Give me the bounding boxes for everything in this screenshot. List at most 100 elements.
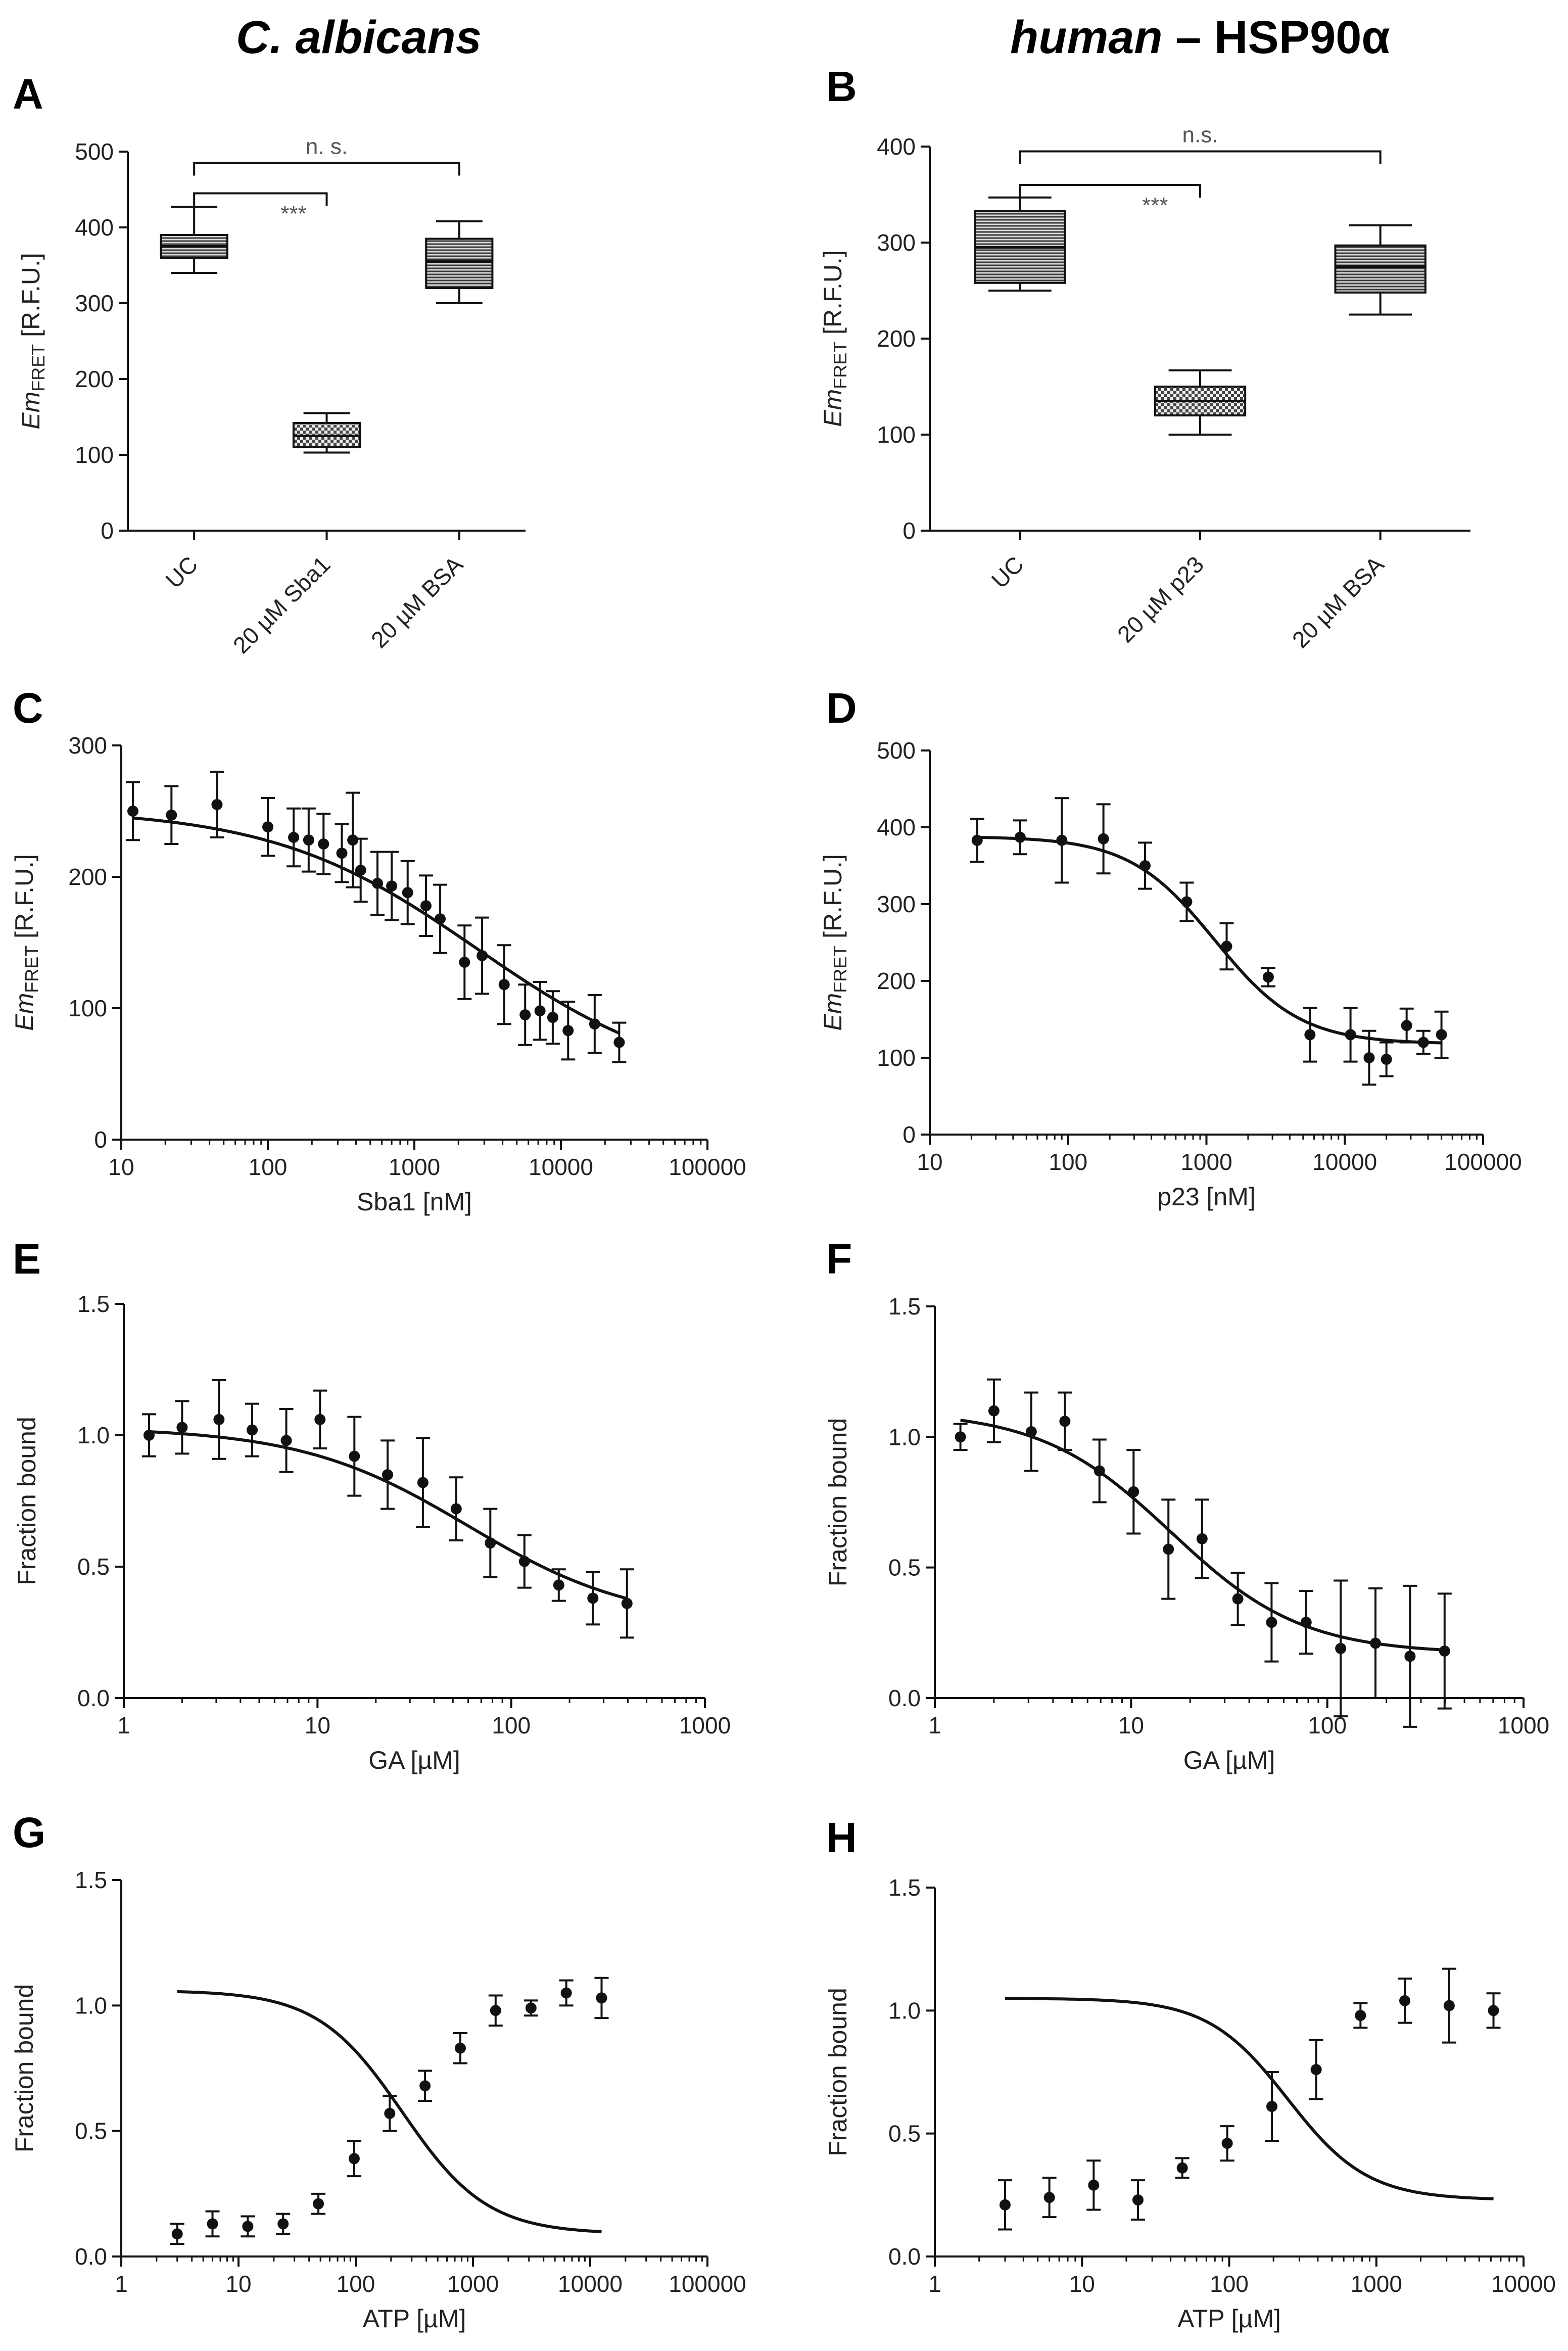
panel-c-ytick-label-1: 100: [68, 995, 107, 1021]
panel-d-ylabel: EmFRET [R.F.U.]: [819, 854, 850, 1031]
panel-c-point-4: [287, 807, 301, 868]
panel-f-xtick-label-0: 1: [928, 1712, 941, 1738]
panel-g: G 0.0 0.5 1.0 1.5 Fraction bound 1 10 100 1000 100…: [10, 1809, 746, 2333]
panel-a-bracket-label-1: ***: [280, 202, 306, 226]
panel-f-point-13-marker: [1404, 1651, 1416, 1662]
panel-b-box-2-body: [1334, 244, 1427, 294]
panel-a-ylabel-main: Em: [17, 392, 45, 430]
panel-c-point-3: [261, 797, 275, 857]
panel-d-point-4-marker: [1139, 860, 1151, 871]
panel-c-point-18: [518, 983, 533, 1046]
panel-g-ytick-label-3: 1.5: [75, 1867, 107, 1893]
column-title-left: C. albicans: [236, 12, 482, 63]
column-title-right: human – HSP90α: [1010, 12, 1390, 63]
panel-c-ylabel-rest: [R.F.U.]: [10, 854, 38, 946]
panel-h-ytick-label-2: 1.0: [888, 1997, 921, 2024]
panel-c-point-23: [612, 1021, 627, 1063]
column-title-right-italic: human: [1010, 12, 1163, 63]
panel-c-xtick-label-1: 100: [249, 1154, 288, 1180]
panel-f-point-14: [1437, 1592, 1452, 1710]
panel-c-point-15: [457, 924, 472, 1000]
panel-d-ytick-label-1: 100: [877, 1045, 916, 1071]
panel-h-point-0-marker: [999, 2199, 1011, 2211]
panel-f-ytick-label-3: 1.5: [888, 1293, 921, 1320]
panel-g-point-8: [453, 2032, 467, 2064]
panel-c-point-2-marker: [211, 799, 223, 810]
panel-g-point-0: [170, 2223, 184, 2245]
panel-d-point-14: [1434, 1010, 1449, 1059]
panel-c-point-15-marker: [459, 957, 470, 968]
panel-a-box-0: [160, 206, 228, 274]
panel-b: B 0 100 200 300 400 EmFRET [R.F.U.] UC 20 µM p23…: [819, 63, 1470, 653]
panel-d-ytick-label-0: 0: [902, 1121, 916, 1148]
panel-e-point-4: [279, 1408, 294, 1473]
panel-d-fit-curve: [977, 835, 1442, 1045]
panel-e-point-11-marker: [518, 1556, 530, 1567]
panel-b-ylabel-sub: FRET: [830, 342, 850, 389]
panel-c-xtick-label-0: 10: [108, 1154, 134, 1180]
panel-c-point-13: [418, 874, 433, 937]
panel-f-xlabel: GA [µM]: [1183, 1746, 1275, 1774]
panel-c-point-11: [385, 851, 399, 921]
panel-e-point-6: [347, 1416, 362, 1497]
panel-f-ytick-label-1: 0.5: [888, 1555, 921, 1581]
panel-e-point-14: [620, 1568, 634, 1639]
panel-d-xtick-label-3: 10000: [1312, 1149, 1377, 1175]
panel-e-point-12: [551, 1568, 566, 1602]
panel-d-letter: D: [826, 684, 857, 732]
panel-c-point-13-marker: [420, 900, 432, 912]
panel-c-point-3-marker: [262, 821, 273, 833]
panel-d-xtick-label-1: 100: [1049, 1149, 1087, 1175]
panel-h-point-7-marker: [1310, 2064, 1322, 2076]
panel-c-point-16: [475, 916, 490, 995]
panel-g-point-9-marker: [490, 2005, 501, 2016]
panel-f-point-9-marker: [1266, 1617, 1277, 1628]
panel-c-ytick-label-0: 0: [94, 1126, 107, 1153]
panel-c-point-5: [301, 807, 316, 873]
panel-e-point-14-marker: [621, 1597, 633, 1609]
panel-h-xtick-label-1: 10: [1069, 2271, 1095, 2297]
panel-f-point-13: [1403, 1584, 1417, 1728]
panel-h-xtick-label-2: 100: [1210, 2271, 1249, 2297]
panel-g-point-12: [594, 1977, 609, 2019]
panel-b-box-1: [1154, 369, 1247, 436]
panel-e-ytick-label-2: 1.0: [77, 1422, 110, 1448]
panel-d-point-6: [1219, 922, 1234, 971]
panel-d-point-14-marker: [1436, 1029, 1447, 1041]
panel-e-ylabel: Fraction bound: [13, 1417, 41, 1585]
panel-f-point-4: [1092, 1438, 1107, 1503]
panel-a-xtick-label-2: 20 µM BSA: [366, 551, 468, 653]
panel-e-point-10-marker: [485, 1537, 496, 1549]
panel-f-point-8-marker: [1232, 1593, 1244, 1605]
panel-e-xtick-label-0: 1: [117, 1712, 130, 1738]
panel-c-point-10-marker: [371, 878, 383, 889]
panel-c-point-16-marker: [477, 950, 488, 961]
panel-c-point-0-marker: [127, 806, 138, 817]
panel-c-point-21: [561, 1001, 576, 1061]
panel-c-point-2: [210, 771, 224, 838]
panel-c-point-5-marker: [303, 834, 314, 846]
panel-f-ytick-label-2: 1.0: [888, 1424, 921, 1450]
panel-a-bracket-0: [193, 162, 460, 176]
panel-b-box-2: [1334, 224, 1427, 316]
panel-g-xtick-label-1: 10: [225, 2271, 251, 2297]
panel-e-point-9: [449, 1476, 463, 1541]
panel-g-xlabel: ATP [µM]: [363, 2305, 466, 2333]
panel-a-ylabel: EmFRET [R.F.U.]: [17, 253, 49, 430]
panel-c-xtick-label-2: 1000: [389, 1154, 440, 1180]
panel-g-xtick-label-2: 100: [337, 2271, 375, 2297]
panel-g-point-12-marker: [596, 1992, 607, 2004]
panel-h-point-9-marker: [1399, 1995, 1410, 2006]
panel-d-point-10-marker: [1363, 1052, 1375, 1063]
panel-f-point-6-marker: [1163, 1543, 1174, 1555]
panel-a-letter: A: [13, 70, 43, 118]
panel-e-xlabel: GA [µM]: [368, 1746, 460, 1774]
panel-e-point-1: [175, 1400, 189, 1455]
panel-g-point-2: [241, 2215, 255, 2238]
panel-e-point-6-marker: [349, 1450, 360, 1462]
panel-g-point-6: [383, 2095, 397, 2132]
panel-h-ytick-label-1: 0.5: [888, 2121, 921, 2147]
panel-g-point-3: [276, 2213, 291, 2235]
panel-a-ytick-label-2: 200: [75, 366, 114, 392]
